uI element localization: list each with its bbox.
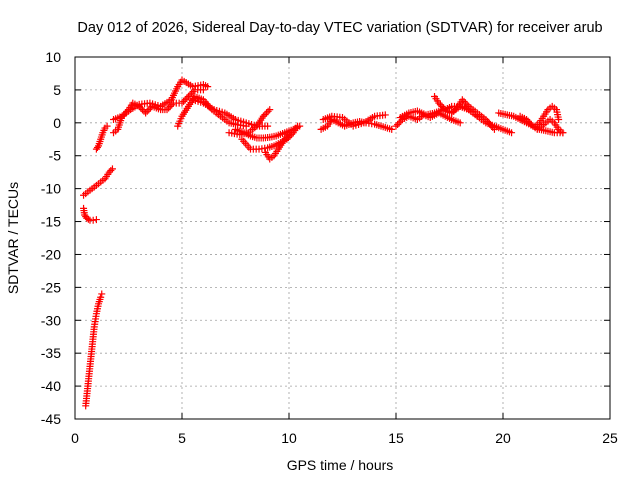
y-tick-label: -30: [41, 312, 61, 328]
data-point: [188, 89, 196, 97]
series-short-rise: [92, 122, 111, 153]
x-tick-label: 25: [602, 430, 618, 446]
data-point: [165, 104, 173, 112]
data-point: [523, 116, 531, 124]
data-point: [436, 101, 444, 109]
data-point: [392, 122, 400, 130]
series-end-spike: [531, 102, 563, 130]
data-point: [456, 119, 464, 127]
data-point: [261, 111, 269, 119]
series-afternoon-low: [238, 122, 302, 153]
data-point: [555, 116, 563, 124]
data-point: [183, 94, 191, 102]
y-tick-label: -10: [41, 181, 61, 197]
series-upturn-to-2: [225, 106, 274, 139]
y-tick-label: -35: [41, 345, 61, 361]
y-axis-label: SDTVAR / TECUs: [5, 182, 21, 294]
data-point: [97, 293, 105, 301]
data-point: [204, 83, 212, 91]
data-point: [93, 144, 101, 151]
data-point: [460, 97, 468, 105]
data-point: [435, 99, 443, 107]
data-point: [508, 129, 516, 137]
data-point: [181, 96, 189, 104]
data-point: [105, 168, 113, 176]
data-point: [263, 109, 271, 117]
data-point: [259, 112, 267, 120]
data-point: [462, 99, 470, 107]
x-tick-label: 0: [71, 430, 79, 446]
data-point: [92, 216, 100, 224]
data-point: [452, 104, 460, 112]
data-point: [145, 106, 153, 114]
data-point: [98, 290, 106, 298]
data-point: [264, 122, 272, 130]
data-point: [137, 104, 145, 112]
series-late-decline: [465, 106, 516, 137]
data-point: [463, 101, 471, 109]
series-night-band-a: [317, 116, 396, 133]
series-hook: [80, 204, 100, 224]
y-tick-label: -15: [41, 214, 61, 230]
data-point: [294, 122, 302, 130]
y-tick-label: -40: [41, 378, 61, 394]
data-point: [180, 97, 188, 105]
x-tick-label: 20: [495, 430, 511, 446]
y-tick-label: 0: [53, 115, 61, 131]
data-point: [527, 120, 535, 128]
x-tick-label: 5: [178, 430, 186, 446]
data-point: [84, 215, 92, 223]
data-point: [526, 119, 534, 127]
data-point: [285, 129, 293, 137]
series-rise-to-minus7: [80, 165, 116, 199]
data-point: [448, 109, 456, 117]
data-point: [266, 106, 274, 114]
data-point: [186, 91, 194, 99]
data-point: [438, 102, 446, 110]
data-point: [395, 119, 403, 127]
y-tick-label: -45: [41, 411, 61, 427]
data-point: [381, 111, 389, 119]
series-steep-rise: [82, 290, 106, 410]
series-noon-plateau: [189, 96, 272, 130]
data-point: [449, 107, 457, 115]
chart-title: Day 012 of 2026, Sidereal Day-to-day VTE…: [77, 20, 602, 36]
series-deep-dip: [261, 129, 293, 163]
data-points: [80, 76, 567, 410]
y-tick-label: -20: [41, 246, 61, 262]
series-morning-upper: [110, 76, 212, 124]
x-ticks: 0 5 10 15 20 25: [71, 57, 618, 446]
y-tick-label: 5: [53, 82, 61, 98]
y-tick-label: 10: [45, 49, 61, 65]
x-tick-label: 15: [388, 430, 404, 446]
data-point: [394, 120, 402, 128]
y-ticks: -45 -40 -35 -30 -25 -20 -15 -10 -5 0 5 10: [41, 49, 610, 427]
x-axis-label: GPS time / hours: [287, 457, 394, 473]
data-point: [142, 109, 150, 117]
y-tick-label: -5: [49, 148, 62, 164]
data-point: [264, 107, 272, 115]
data-point: [163, 106, 171, 114]
data-point: [451, 106, 459, 114]
data-point: [458, 96, 466, 104]
series-night-band-b: [319, 111, 389, 130]
plot-frame: [74, 56, 611, 420]
data-point: [524, 117, 532, 125]
data-point: [166, 102, 174, 110]
data-point: [103, 122, 111, 130]
data-point: [178, 99, 186, 107]
data-point: [184, 92, 192, 100]
data-point: [89, 216, 97, 224]
grid-lines: [75, 57, 610, 419]
data-point: [559, 129, 567, 137]
y-tick-label: -25: [41, 279, 61, 295]
data-point: [388, 125, 396, 133]
data-point: [143, 107, 151, 115]
data-point: [107, 167, 115, 175]
data-point: [108, 165, 116, 173]
x-tick-label: 10: [281, 430, 297, 446]
